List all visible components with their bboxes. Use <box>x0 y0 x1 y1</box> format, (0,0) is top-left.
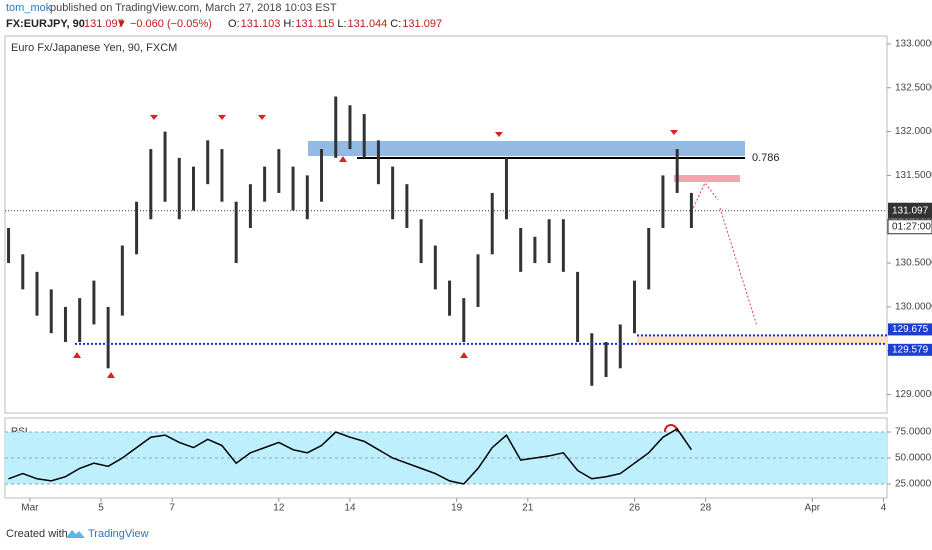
y-tick-label: 75.0000 <box>895 427 932 438</box>
x-tick-label: 5 <box>98 503 104 514</box>
ohlc-value: 131.044 <box>348 18 388 30</box>
resistance-box <box>308 141 745 156</box>
x-tick-label: Mar <box>21 503 39 514</box>
y-tick-label: 130.0000 <box>895 302 932 313</box>
footer-created: Created with <box>6 528 68 540</box>
fib-label: 0.786 <box>752 152 780 164</box>
y-tick-label: 130.5000 <box>895 258 932 269</box>
target-box <box>674 175 740 182</box>
countdown-label: 01:27:00 <box>892 221 931 232</box>
x-tick-label: 19 <box>451 503 463 514</box>
zone-price-box <box>888 323 932 336</box>
last-price-label: 131.097 <box>892 205 929 216</box>
footer: Created with TradingView <box>6 528 149 540</box>
last: 131.097 <box>84 18 124 30</box>
author: tom_mok <box>6 2 52 14</box>
last-price-box <box>888 202 932 219</box>
ohlc-label: L: <box>337 18 346 30</box>
x-tick-label: 28 <box>700 503 712 514</box>
rsi-line <box>8 427 693 485</box>
zone-price-label: 129.579 <box>892 344 929 355</box>
y-tick-label: 133.0000 <box>895 39 932 50</box>
zone-price-box <box>888 343 932 356</box>
x-tick-label: 26 <box>629 503 641 514</box>
symbol: FX:EURJPY, 90 <box>6 18 85 30</box>
x-tick-label: 4 <box>881 503 887 514</box>
y-tick-label: 129.0000 <box>895 389 932 400</box>
footer-brand[interactable]: TradingView <box>88 528 149 540</box>
x-tick-label: 7 <box>169 503 175 514</box>
support-zone <box>637 335 887 344</box>
swing-markers <box>73 115 678 378</box>
y-tick-label: 25.0000 <box>895 479 932 490</box>
y-tick-label: 131.5000 <box>895 170 932 181</box>
ohlc-label: C: <box>390 18 401 30</box>
x-tick-label: Apr <box>805 503 821 514</box>
ohlc-value: 131.097 <box>402 18 442 30</box>
published: published on TradingView.com, March 27, … <box>50 2 337 14</box>
countdown-box <box>887 219 932 235</box>
chart-title: Euro Fx/Japanese Yen, 90, FXCM <box>11 42 177 54</box>
ohlc-value: 131.115 <box>295 18 334 30</box>
ohlc-label: H: <box>283 18 294 30</box>
change: ▼ −0.060 (−0.05%) <box>116 18 212 30</box>
projection-arrow <box>689 182 758 327</box>
ohlc-label: O: <box>228 18 240 30</box>
x-tick-label: 21 <box>522 503 534 514</box>
y-tick-label: 50.0000 <box>895 453 932 464</box>
x-tick-label: 12 <box>273 503 285 514</box>
logo <box>66 530 85 538</box>
ohlc-value: 131.103 <box>241 18 281 30</box>
price-panel <box>4 35 888 414</box>
y-tick-label: 132.0000 <box>895 126 932 137</box>
zone-price-label: 129.675 <box>892 324 929 335</box>
y-tick-label: 132.5000 <box>895 82 932 93</box>
x-tick-label: 14 <box>344 503 356 514</box>
